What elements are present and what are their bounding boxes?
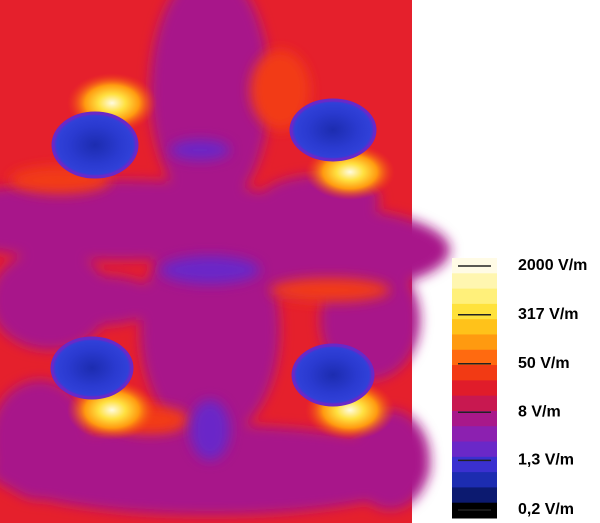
colorbar-band (452, 380, 497, 397)
colorbar-band (452, 288, 497, 305)
colorbar-band (452, 441, 497, 458)
colorbar-band (452, 365, 497, 381)
colorbar-band (452, 426, 497, 443)
colorbar-band (452, 273, 497, 290)
colorbar-band (452, 334, 497, 351)
colorbar-band (452, 395, 497, 412)
colorbar-tick-label: 317 V/m (518, 306, 578, 323)
colorbar-band (452, 410, 497, 427)
colorbar-tick-label: 8 V/m (518, 403, 561, 420)
colorbar-band (452, 487, 497, 504)
colorbar: 2000 V/m 317 V/m 50 V/m 8 V/m 1,3 V/m 0,2 V/m (452, 257, 587, 519)
colorbar-band (452, 319, 497, 335)
colorbar-band (452, 303, 497, 320)
colorbar-tick-label: 50 V/m (518, 355, 570, 372)
colorbar-band (452, 349, 497, 366)
field-map (0, 0, 450, 523)
colorbar-band (452, 472, 497, 488)
colorbar-band (452, 456, 497, 473)
colorbar-tick-label: 0,2 V/m (518, 501, 574, 518)
colorbar-tick-label: 2000 V/m (518, 257, 587, 274)
colorbar-tick-label: 1,3 V/m (518, 452, 574, 469)
